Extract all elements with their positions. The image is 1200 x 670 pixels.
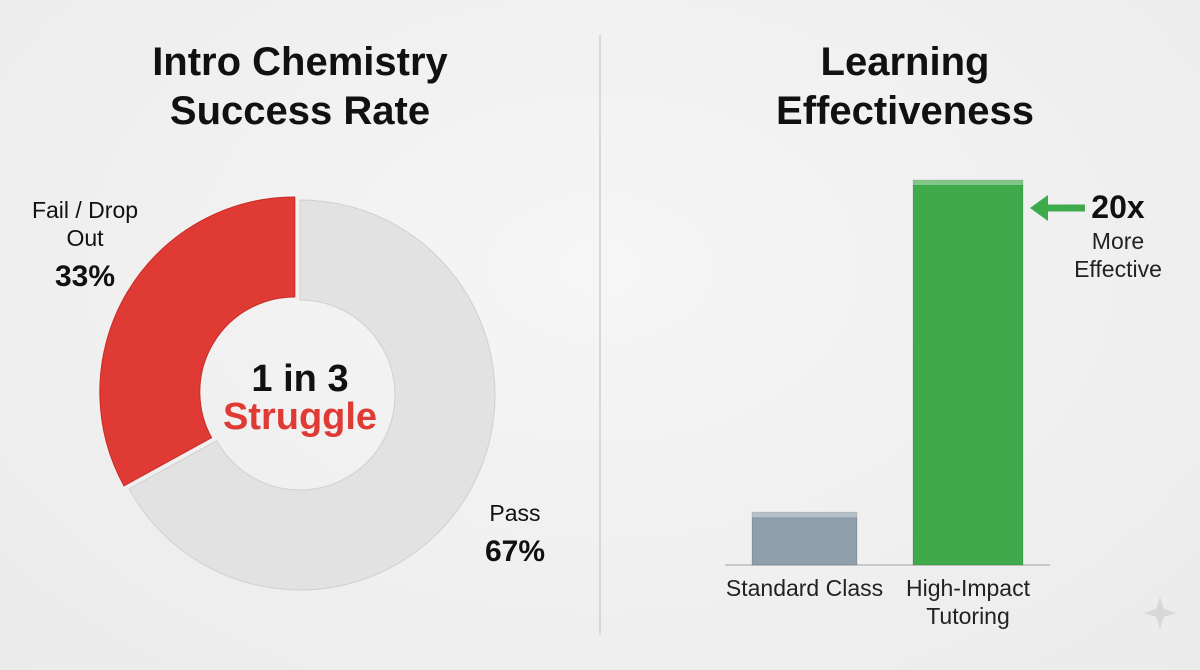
bar (912, 179, 1024, 566)
segment-label: Pass (489, 500, 541, 526)
chart-title: Learning Effectiveness (776, 40, 1034, 133)
chart-title: Intro Chemistry Success Rate (152, 40, 448, 133)
center-text: 1 in 3 (251, 358, 349, 400)
x-tick-label: High-Impact Tutoring (906, 575, 1030, 629)
center-text: Struggle (222, 396, 378, 438)
segment-value-label: 67% (484, 535, 546, 568)
bar-top (752, 512, 857, 518)
donut-segment (99, 196, 296, 487)
bar (751, 511, 858, 566)
x-tick-label: Standard Class (725, 575, 884, 601)
sparkle-icon (1144, 597, 1176, 629)
annotation-arrowhead (1030, 195, 1048, 221)
annotation-text: More Effective (1074, 228, 1162, 282)
donut-segment (128, 199, 496, 591)
annotation-value: 20x (1091, 189, 1145, 225)
segment-label: Fail / Drop Out (31, 197, 139, 251)
bar-top (913, 180, 1023, 185)
segment-value-label: 33% (54, 260, 116, 293)
